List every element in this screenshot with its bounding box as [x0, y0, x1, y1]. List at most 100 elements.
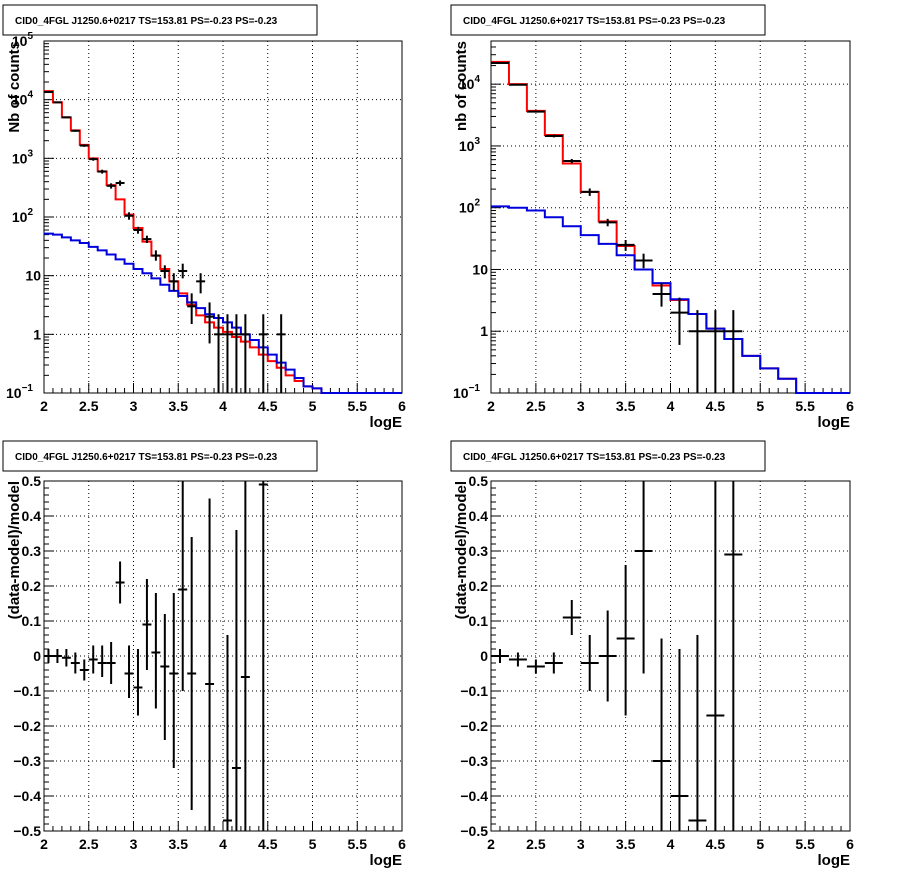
data-point [652, 638, 671, 831]
data-point [616, 565, 635, 716]
data-point [258, 481, 268, 831]
data-point [634, 481, 653, 674]
data-point [61, 116, 71, 119]
y-tick-label: −0.1 [13, 683, 41, 699]
data-point [160, 614, 170, 740]
x-tick-label: 5.5 [348, 398, 368, 414]
data-point [44, 91, 53, 94]
chart-title: CID0_4FGL J1250.6+0217 TS=153.81 PS=-0.2… [15, 452, 278, 463]
y-tick-base: 1 [480, 323, 488, 339]
y-tick-base: 10 [459, 138, 475, 154]
x-axis-title: logE [818, 414, 851, 431]
data-point [97, 169, 107, 174]
y-tick-label: −0.5 [460, 823, 488, 839]
data-point [508, 652, 527, 667]
data-point [178, 263, 188, 279]
y-tick-label: 102 [12, 207, 34, 225]
x-tick-label: 4.5 [258, 836, 278, 852]
data-point [187, 293, 197, 325]
data-point [79, 659, 89, 681]
y-tick-exponent: 3 [27, 148, 33, 159]
x-tick-label: 3 [577, 836, 585, 852]
histogram-series-blue [44, 232, 402, 394]
data-point [70, 652, 80, 674]
chart-title-box [2, 440, 318, 472]
data-point [706, 481, 725, 831]
y-tick-label: −0.4 [13, 788, 41, 804]
chart-title: CID0_4FGL J1250.6+0217 TS=153.81 PS=-0.2… [15, 16, 278, 27]
chart-panel-2: CID0_4FGL J1250.6+0217 TS=153.81 PS=-0.2… [450, 4, 854, 431]
y-tick-label: −0.3 [13, 753, 41, 769]
data-point [115, 561, 125, 604]
data-point [258, 314, 268, 393]
data-point [491, 649, 509, 663]
y-tick-base: 10 [12, 92, 28, 108]
y-axis-title: (data-model)/model [453, 481, 470, 619]
y-tick-base: 0.5 [22, 473, 42, 489]
data-point [151, 593, 161, 709]
data-point [214, 314, 223, 393]
data-point [508, 83, 527, 86]
y-tick-label: 10 [25, 268, 41, 284]
data-point [724, 310, 743, 393]
x-tick-label: 3 [130, 836, 138, 852]
y-tick-label: 103 [459, 136, 481, 154]
data-point [544, 134, 563, 138]
y-tick-label: 104 [459, 74, 481, 92]
data-point [544, 652, 563, 674]
x-tick-label: 2.5 [79, 398, 99, 414]
chart-panel-1: CID0_4FGL J1250.6+0217 TS=153.81 PS=-0.2… [2, 4, 406, 431]
x-tick-label: 6 [846, 836, 854, 852]
x-tick-label: 3.5 [169, 398, 189, 414]
data-point [52, 101, 62, 104]
data-point [106, 183, 116, 189]
y-tick-label: −0.3 [460, 753, 488, 769]
x-axis-title: logE [370, 852, 403, 869]
y-tick-label: 10−1 [453, 383, 480, 401]
data-point [124, 645, 134, 698]
x-tick-label: 2 [487, 398, 495, 414]
y-tick-label: 0.5 [469, 473, 489, 489]
data-point [240, 314, 250, 393]
y-tick-label: 0.1 [22, 613, 42, 629]
y-tick-exponent: 4 [474, 74, 480, 85]
x-tick-label: 5.5 [795, 836, 815, 852]
data-point [526, 659, 545, 674]
y-tick-base: 10 [12, 209, 28, 225]
data-point [652, 283, 671, 307]
y-tick-base: −0.2 [460, 718, 488, 734]
x-tick-label: 5 [756, 398, 764, 414]
x-tick-label: 2 [40, 836, 48, 852]
x-tick-label: 4 [219, 836, 227, 852]
y-tick-label: 10 [472, 261, 488, 277]
data-point [106, 642, 116, 684]
data-point [44, 649, 53, 663]
y-tick-base: 0.3 [469, 543, 489, 559]
y-tick-label: 10−1 [6, 383, 33, 401]
chart-title-box [450, 440, 766, 472]
y-tick-label: −0.4 [460, 788, 488, 804]
y-tick-label: 0.2 [469, 578, 489, 594]
data-point [133, 226, 143, 234]
x-tick-label: 2.5 [526, 398, 546, 414]
x-tick-label: 3 [130, 398, 138, 414]
data-point [223, 314, 232, 393]
y-tick-base: 0.1 [469, 613, 489, 629]
data-point [231, 314, 241, 393]
data-point [124, 212, 134, 220]
data-point [223, 635, 232, 831]
x-tick-label: 2 [40, 398, 48, 414]
x-tick-label: 6 [398, 836, 406, 852]
y-tick-label: 102 [459, 198, 481, 216]
y-tick-label: −0.5 [13, 823, 41, 839]
y-tick-label: 0.3 [22, 543, 42, 559]
y-tick-label: 0.3 [469, 543, 489, 559]
chart-title: CID0_4FGL J1250.6+0217 TS=153.81 PS=-0.2… [463, 16, 726, 27]
data-point [562, 600, 581, 635]
y-axis-title: (data-model)/model [6, 481, 23, 619]
y-tick-exponent: 2 [27, 207, 33, 218]
x-tick-label: 4.5 [258, 398, 278, 414]
y-tick-exponent: −1 [469, 383, 481, 394]
